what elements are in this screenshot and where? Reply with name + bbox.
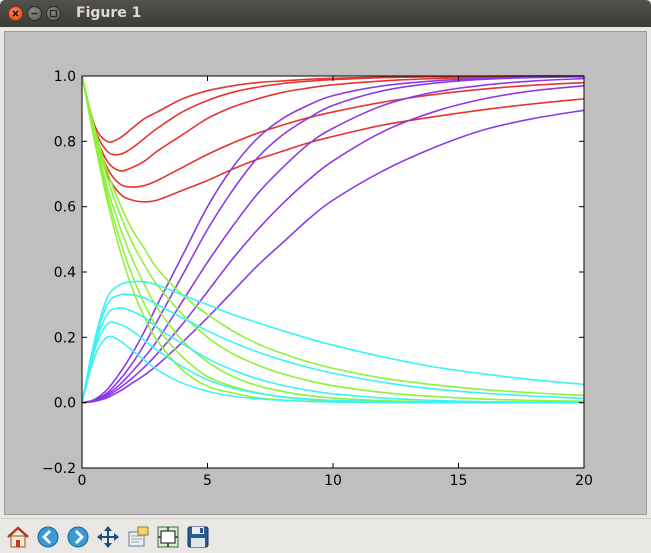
- y-tick-label: −0.2: [42, 461, 76, 477]
- series-line-green-13: [81, 75, 585, 403]
- x-tick-label: 0: [78, 473, 87, 489]
- y-tick-label: 0.0: [54, 396, 76, 412]
- y-tick-label: 0.6: [54, 200, 76, 216]
- series-line-red-2: [81, 75, 585, 172]
- move-icon: [97, 526, 119, 548]
- zoom-button[interactable]: [124, 523, 152, 550]
- back-arrow-icon: [37, 526, 59, 548]
- x-tick-label: 20: [575, 473, 593, 489]
- series-line-purple-6: [81, 75, 585, 404]
- figure-canvas[interactable]: 0 5 10 15 20 −0.2 0.0 0.2 0.4 0.6 0.8 1.0: [4, 31, 647, 515]
- series-line-purple-7: [81, 77, 585, 404]
- y-tick-label: 0.8: [54, 134, 76, 150]
- series-line-cyan-16: [81, 321, 584, 404]
- x-tick-label: 5: [203, 473, 212, 489]
- series-line-cyan-17: [81, 307, 585, 404]
- close-icon: [12, 10, 19, 17]
- forward-button[interactable]: [64, 523, 92, 550]
- floppy-disk-icon: [187, 526, 209, 548]
- series-line-red-1: [81, 75, 585, 156]
- zoom-rect-icon: [128, 526, 149, 547]
- plot-area: [82, 76, 584, 468]
- home-icon: [7, 526, 29, 548]
- series-line-purple-8: [81, 85, 585, 404]
- line-chart: 0 5 10 15 20 −0.2 0.0 0.2 0.4 0.6 0.8 1.0: [42, 69, 593, 489]
- maximize-icon: [49, 9, 58, 18]
- back-button[interactable]: [34, 523, 62, 550]
- title-bar[interactable]: Figure 1: [0, 0, 651, 27]
- series-line-green-14: [81, 75, 585, 397]
- series-line-cyan-18: [81, 293, 585, 403]
- y-tick-label: 0.4: [54, 265, 76, 281]
- series-line-red-3: [81, 75, 585, 188]
- navigation-toolbar: [0, 518, 651, 553]
- configure-subplots-button[interactable]: [154, 523, 182, 550]
- y-tick-label: 1.0: [54, 69, 76, 85]
- x-tick-label: 15: [450, 473, 468, 489]
- minimize-icon: [31, 12, 38, 15]
- save-button[interactable]: [184, 523, 212, 550]
- minimize-button[interactable]: [27, 6, 42, 21]
- series-line-cyan-19: [81, 280, 585, 403]
- window-title: Figure 1: [76, 5, 142, 21]
- series-line-red-4: [81, 75, 585, 203]
- close-button[interactable]: [8, 6, 23, 21]
- x-tick-label: 10: [324, 473, 342, 489]
- pan-button[interactable]: [94, 523, 122, 550]
- maximize-button[interactable]: [46, 6, 61, 21]
- home-button[interactable]: [4, 523, 32, 550]
- subplots-icon: [157, 526, 179, 548]
- series-line-purple-5: [81, 75, 585, 404]
- series-line-purple-9: [81, 109, 585, 404]
- forward-arrow-icon: [67, 526, 89, 548]
- y-tick-label: 0.2: [54, 330, 76, 346]
